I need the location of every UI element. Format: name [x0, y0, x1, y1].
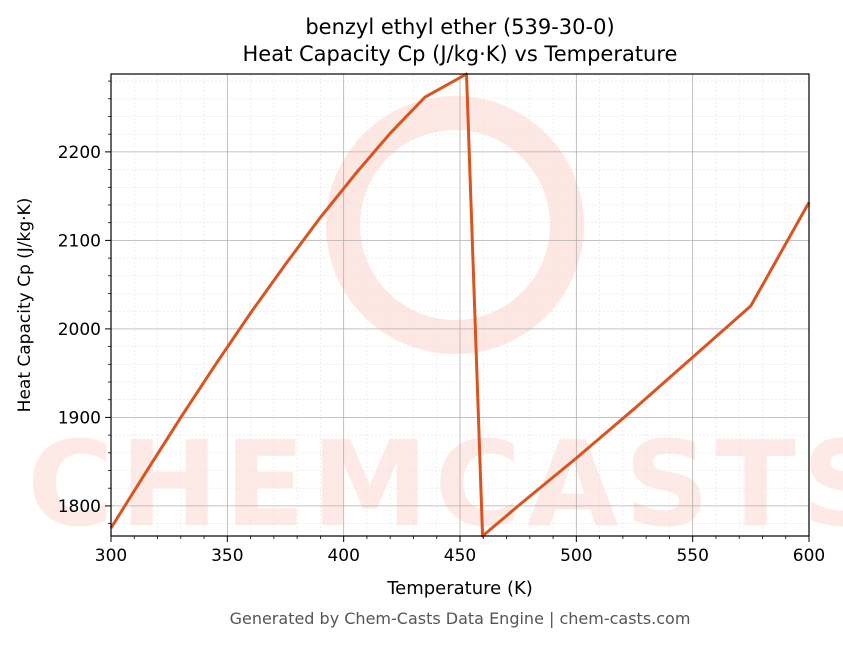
y-tick-label: 2000	[58, 320, 101, 340]
y-axis-ticks: 1800 1900 2000 2100 2200	[58, 80, 111, 525]
y-tick-label: 1900	[58, 408, 101, 428]
y-tick-label: 2200	[58, 143, 101, 163]
x-tick-label: 600	[793, 546, 825, 566]
y-tick-label: 2100	[58, 231, 101, 251]
x-tick-label: 450	[444, 546, 476, 566]
chart-title: benzyl ethyl ether (539-30-0)	[305, 15, 614, 39]
x-tick-label: 300	[95, 546, 127, 566]
chemcasts-watermark-text: CHEMCASTS	[27, 415, 843, 553]
x-axis-ticks: 300 350 400 450 500 550 600	[95, 536, 825, 566]
footer-credit: Generated by Chem-Casts Data Engine | ch…	[230, 609, 691, 628]
x-axis-label: Temperature (K)	[386, 578, 533, 599]
x-tick-label: 350	[211, 546, 243, 566]
x-tick-label: 500	[560, 546, 592, 566]
y-axis-label: Heat Capacity Cp (J/kg·K)	[15, 198, 35, 413]
chemcasts-watermark-logo	[326, 96, 584, 354]
x-tick-label: 400	[327, 546, 359, 566]
series-line-cp	[109, 72, 811, 538]
x-tick-label: 550	[676, 546, 708, 566]
y-tick-label: 1800	[58, 497, 101, 517]
series-layer	[109, 72, 811, 538]
chart-subtitle: Heat Capacity Cp (J/kg·K) vs Temperature	[243, 42, 678, 66]
